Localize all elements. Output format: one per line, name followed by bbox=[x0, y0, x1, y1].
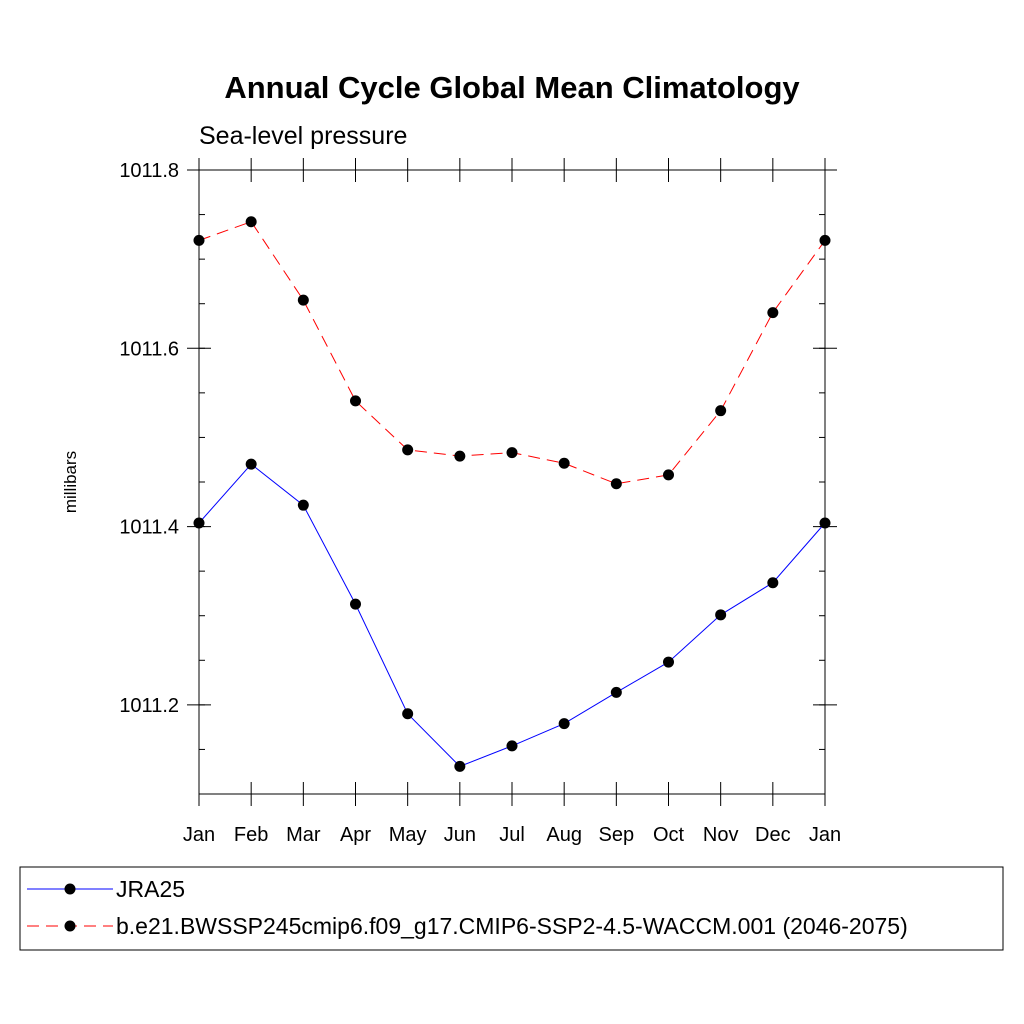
series-0-point bbox=[767, 577, 779, 589]
series-0-point bbox=[454, 760, 466, 772]
x-tick-label: Jul bbox=[499, 824, 525, 846]
series-1-point bbox=[297, 294, 309, 306]
legend-label-0: JRA25 bbox=[116, 876, 185, 902]
series-line-1 bbox=[198, 221, 826, 485]
series-layer bbox=[193, 216, 831, 772]
series-line-0 bbox=[198, 463, 826, 767]
series-0-point bbox=[350, 598, 361, 610]
series-1-point bbox=[506, 447, 518, 459]
series-0-point bbox=[663, 656, 674, 668]
x-tick-label: Nov bbox=[703, 824, 739, 846]
x-tick-label: May bbox=[389, 824, 427, 846]
x-tick-label: Feb bbox=[234, 824, 268, 846]
legend: JRA25 b.e21.BWSSP245cmip6.f09_g17.CMIP6-S… bbox=[27, 876, 908, 939]
series-0-point bbox=[506, 740, 518, 752]
axes: 1011.2 1011.4 1011.6 1011.8 Jan Feb Mar Apr May J… bbox=[119, 158, 841, 846]
legend-marker-1 bbox=[64, 920, 76, 932]
series-1-point bbox=[402, 444, 414, 456]
series-0-point bbox=[297, 499, 309, 511]
legend-label-1: b.e21.BWSSP245cmip6.f09_g17.CMIP6-SSP2-4… bbox=[116, 913, 908, 939]
x-tick-label: Jan bbox=[183, 824, 215, 846]
x-tick-label: Dec bbox=[755, 824, 791, 846]
y-tick-label: 1011.4 bbox=[119, 517, 179, 539]
x-tick-label: Oct bbox=[653, 824, 685, 846]
series-1-point bbox=[245, 216, 257, 228]
x-tick-label: Sep bbox=[599, 824, 635, 846]
x-tick-label: Apr bbox=[340, 824, 371, 846]
legend-marker-0 bbox=[64, 883, 76, 895]
series-0-point bbox=[610, 686, 622, 698]
series-0-point bbox=[558, 718, 570, 730]
series-1-point bbox=[610, 478, 622, 490]
chart-title: Annual Cycle Global Mean Climatology bbox=[224, 70, 800, 105]
series-0-point bbox=[819, 517, 831, 529]
x-tick-label: Jun bbox=[444, 824, 476, 846]
series-0-point bbox=[245, 458, 257, 470]
y-tick-label: 1011.8 bbox=[119, 160, 179, 182]
series-0-point bbox=[715, 609, 727, 621]
series-1-point bbox=[350, 395, 361, 407]
series-0-point bbox=[193, 517, 205, 529]
series-1-point bbox=[663, 469, 674, 481]
y-tick-label: 1011.2 bbox=[119, 695, 179, 717]
x-tick-label: Jan bbox=[809, 824, 841, 846]
series-1-point bbox=[558, 457, 570, 469]
series-1-point bbox=[819, 234, 831, 246]
plot-frame bbox=[198, 169, 826, 795]
series-1-point bbox=[454, 450, 466, 462]
x-tick-label: Mar bbox=[286, 824, 321, 846]
y-axis-label: millibars bbox=[61, 451, 80, 513]
series-1-point bbox=[193, 234, 205, 246]
chart-subtitle: Sea-level pressure bbox=[199, 122, 407, 150]
x-tick-label: Aug bbox=[546, 824, 582, 846]
series-1-point bbox=[767, 307, 779, 319]
series-1-point bbox=[715, 405, 727, 417]
series-0-point bbox=[402, 708, 414, 720]
y-tick-label: 1011.6 bbox=[119, 338, 179, 360]
legend-box bbox=[19, 866, 1004, 951]
